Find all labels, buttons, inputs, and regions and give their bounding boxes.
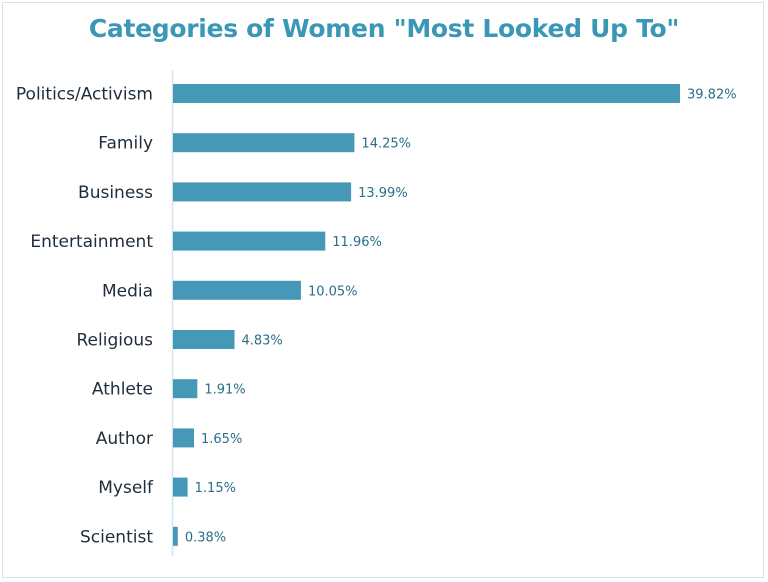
- bar: [173, 182, 352, 202]
- data-label: 1.15%: [195, 481, 236, 496]
- category-label: Media: [102, 281, 153, 301]
- data-label: 39.82%: [687, 88, 737, 103]
- category-label: Author: [96, 429, 153, 449]
- bar: [173, 231, 326, 251]
- bar: [173, 477, 188, 497]
- bar: [173, 133, 355, 153]
- category-label: Athlete: [92, 380, 153, 400]
- category-label: Religious: [77, 331, 154, 351]
- data-label: 11.96%: [332, 235, 382, 250]
- bar: [173, 379, 198, 399]
- data-label: 13.99%: [358, 186, 408, 201]
- data-label: 1.91%: [204, 383, 245, 398]
- bar: [173, 526, 178, 546]
- category-label: Entertainment: [30, 232, 153, 252]
- category-label: Scientist: [80, 527, 153, 547]
- data-label: 1.65%: [201, 432, 242, 447]
- chart-title: Categories of Women "Most Looked Up To": [88, 14, 680, 43]
- data-label: 4.83%: [241, 334, 282, 349]
- data-label: 10.05%: [308, 284, 358, 299]
- category-label: Politics/Activism: [16, 85, 153, 105]
- bar: [173, 280, 301, 300]
- category-label: Business: [78, 183, 153, 203]
- category-label: Myself: [98, 478, 154, 498]
- data-label: 14.25%: [361, 137, 411, 152]
- bar: [173, 84, 680, 103]
- data-label: 0.38%: [185, 530, 226, 545]
- bar: [173, 428, 195, 448]
- bar: [173, 330, 235, 349]
- category-label: Family: [98, 134, 153, 154]
